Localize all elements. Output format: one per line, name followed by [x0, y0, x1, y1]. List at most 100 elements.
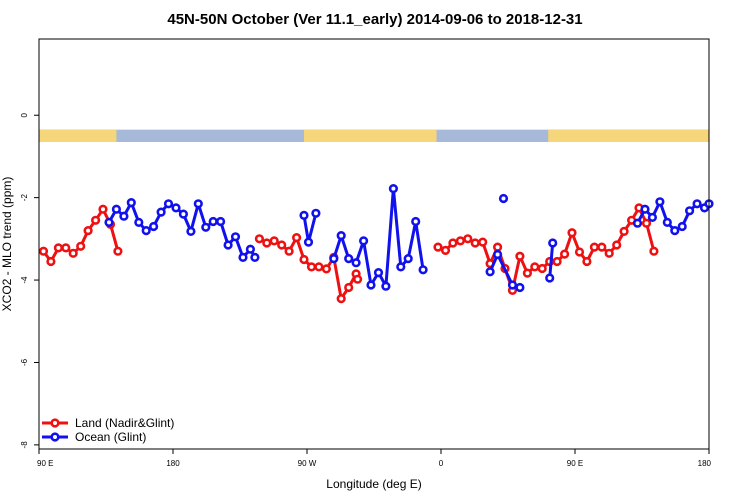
legend: Land (Nadir&Glint)Ocean (Glint) [42, 416, 174, 444]
data-point [314, 262, 324, 272]
data-point [470, 238, 480, 248]
data-point [619, 226, 629, 236]
data-point [76, 241, 86, 251]
data-point [582, 256, 592, 267]
data-point [655, 197, 665, 207]
data-point [98, 204, 108, 214]
data-point [485, 267, 495, 277]
legend-item: Land (Nadir&Glint) [42, 416, 174, 430]
x-tick-label: 90 W [298, 459, 317, 468]
data-point [662, 217, 672, 227]
data-point [640, 204, 650, 214]
data-point [262, 238, 272, 248]
x-tick-label: 180 [698, 459, 712, 468]
legend-marker [50, 432, 60, 442]
data-point [649, 246, 659, 256]
legend-marker [50, 418, 60, 428]
data-point [311, 208, 321, 218]
data-point [545, 273, 555, 283]
data-point [186, 226, 196, 236]
data-point [208, 216, 218, 227]
data-point [178, 209, 188, 219]
data-point [515, 282, 525, 293]
legend-label: Land (Nadir&Glint) [75, 416, 174, 430]
data-point [455, 236, 466, 246]
x-tick-label: 90 E [567, 459, 583, 468]
data-point [647, 212, 658, 222]
data-point [292, 233, 302, 243]
data-point [493, 242, 503, 252]
data-point [353, 274, 363, 284]
data-point [171, 203, 181, 213]
plot-frame [38, 38, 710, 450]
data-point [351, 258, 361, 268]
land-band [39, 129, 117, 143]
y-tick-label: -8 [20, 441, 29, 449]
data-point [597, 242, 607, 252]
data-point [366, 280, 376, 290]
data-point [216, 216, 226, 227]
data-point [463, 234, 473, 244]
data-point [418, 265, 428, 275]
data-point [498, 193, 509, 204]
data-point [411, 216, 421, 227]
data-point [530, 262, 540, 272]
legend-label: Ocean (Glint) [75, 430, 146, 444]
data-point [299, 210, 309, 220]
series-layer [38, 184, 714, 304]
data-point [344, 282, 354, 293]
data-point [373, 268, 384, 278]
data-point [53, 243, 64, 253]
y-tick-label: -2 [20, 194, 29, 202]
land-band [548, 129, 709, 143]
data-point [507, 280, 518, 290]
data-point [149, 221, 159, 232]
data-point [269, 236, 279, 246]
x-axis-label: Longitude (deg E) [326, 477, 421, 491]
series-ocean [104, 184, 714, 293]
data-point [552, 256, 562, 267]
data-point [111, 204, 121, 214]
data-point [433, 242, 443, 252]
data-point [677, 221, 687, 232]
x-tick-label: 180 [166, 459, 180, 468]
land-band [304, 129, 437, 143]
data-point [90, 215, 101, 225]
data-point [515, 251, 525, 261]
data-point [68, 248, 78, 258]
data-point [163, 199, 174, 209]
data-point [284, 246, 294, 256]
legend-item: Ocean (Glint) [42, 430, 146, 444]
data-point [493, 249, 503, 260]
data-point [329, 254, 339, 264]
data-point [230, 232, 241, 242]
data-point [403, 254, 413, 264]
data-point [478, 237, 488, 247]
y-tick-label: 0 [20, 112, 29, 117]
series-line [42, 207, 120, 263]
data-point [46, 256, 56, 267]
data-point [440, 245, 451, 255]
data-point [559, 249, 570, 259]
data-point [245, 244, 255, 254]
data-point [336, 231, 346, 241]
data-point [448, 238, 458, 248]
y-axis-label: XCO2 - MLO trend (ppm) [0, 177, 14, 312]
chart-title: 45N-50N October (Ver 11.1_early) 2014-09… [167, 11, 582, 28]
data-point [548, 238, 558, 248]
data-point [277, 240, 287, 250]
data-point [388, 184, 399, 194]
data-point [574, 247, 585, 257]
data-point [612, 240, 622, 250]
data-point [684, 206, 695, 216]
data-point [336, 294, 346, 304]
data-point [604, 248, 614, 258]
data-point [113, 246, 123, 256]
y-tick-label: -4 [20, 276, 29, 284]
land-ocean-strip [39, 129, 709, 143]
x-axis: 90 E 180 90 W 0 90 E 180 [37, 449, 712, 468]
data-point [104, 217, 114, 227]
data-point [381, 281, 391, 291]
data-point [670, 226, 680, 236]
